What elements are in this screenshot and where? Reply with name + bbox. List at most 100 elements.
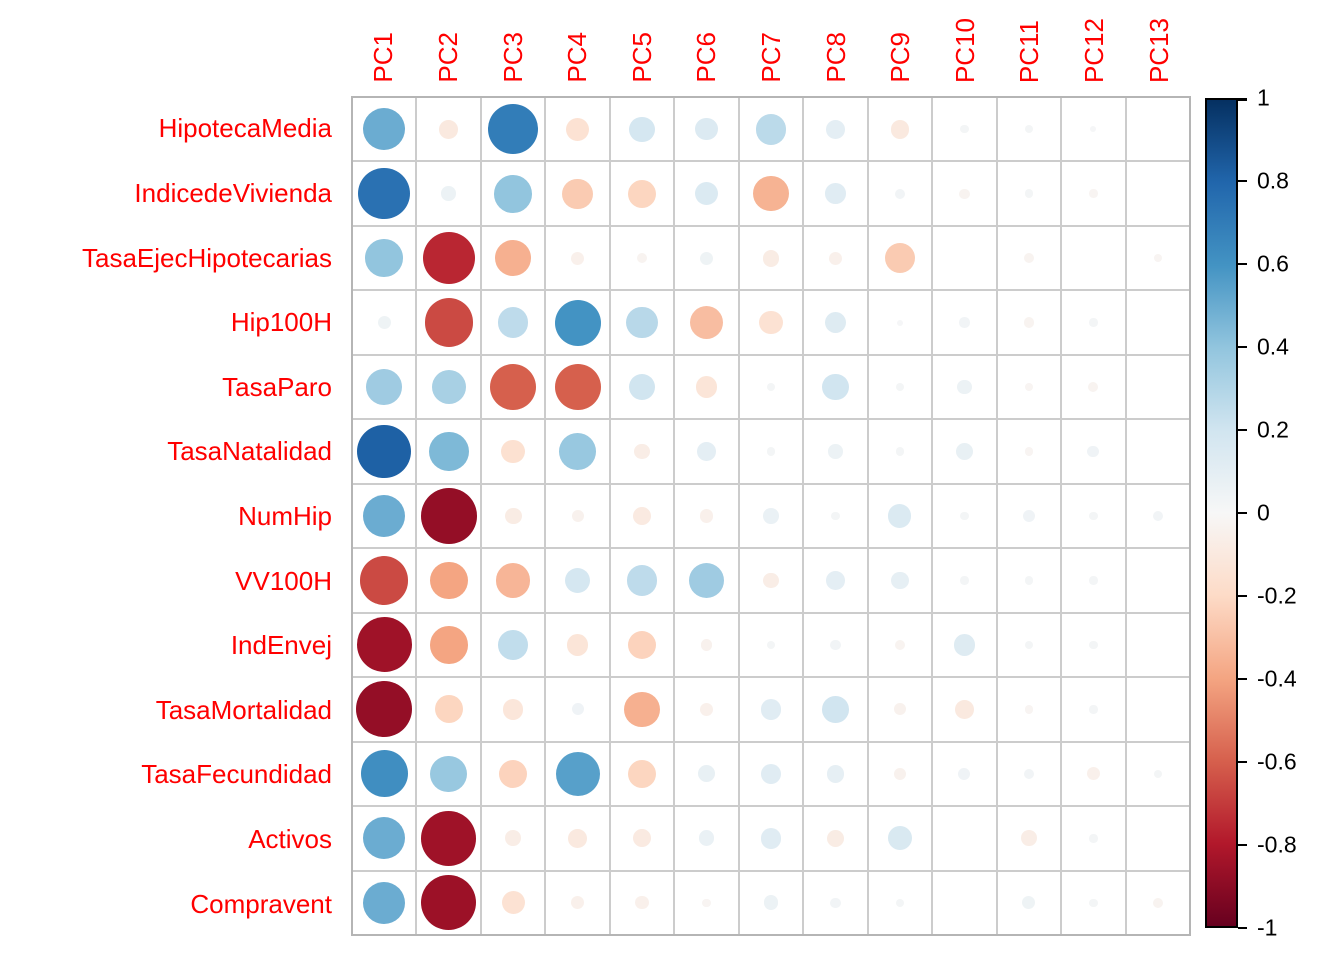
corr-cell-VV100H-PC9 [868, 549, 932, 612]
col-label-PC13: PC13 [1126, 0, 1191, 90]
corr-circle [366, 369, 403, 405]
row-label-NumHip: NumHip [238, 500, 332, 531]
corr-cell-TasaFecundidad-PC10 [933, 742, 996, 806]
corr-circle [1089, 576, 1098, 585]
col-label-PC1: PC1 [351, 0, 416, 90]
corr-circle [695, 118, 718, 141]
corr-cell-TasaFecundidad-PC6 [675, 742, 738, 806]
corr-cell-TasaNatalidad-PC13 [1126, 420, 1189, 483]
corr-cell-IndEnvej-PC7 [739, 613, 803, 677]
corr-cell-TasaMortalidad-PC11 [997, 678, 1061, 741]
corr-cell-TasaFecundidad-PC11 [997, 742, 1061, 806]
corr-circle [697, 442, 716, 461]
corr-cell-TasaFecundidad-PC4 [546, 742, 609, 806]
colorbar-tick-label: 0.4 [1257, 333, 1289, 360]
corr-cell-TasaMortalidad-PC6 [675, 678, 738, 741]
corr-cell-TasaParo-PC4 [546, 355, 609, 419]
corr-circle [559, 433, 596, 470]
colorbar-tick [1238, 511, 1247, 515]
corr-cell-HipotecaMedia-PC7 [739, 98, 803, 161]
corr-circle [698, 765, 715, 783]
corr-circle [1089, 640, 1098, 650]
corr-circle [1023, 768, 1034, 779]
corr-cell-TasaEjecHipotecarias-PC6 [675, 226, 738, 290]
corr-circle [689, 306, 724, 340]
col-label-text: PC3 [497, 32, 528, 83]
corr-circle [762, 249, 780, 267]
corr-cell-Hip100H-PC1 [353, 291, 416, 354]
corr-circle [501, 891, 525, 915]
col-label-PC5: PC5 [609, 0, 674, 90]
corr-circle [759, 311, 783, 335]
corr-cell-Activos-PC13 [1126, 807, 1189, 870]
corr-cell-TasaNatalidad-PC2 [417, 420, 480, 483]
corr-cell-TasaMortalidad-PC8 [804, 678, 867, 741]
corr-circle [1022, 510, 1035, 522]
corr-cell-IndEnvej-PC10 [933, 613, 996, 677]
corr-circle [888, 826, 912, 851]
corr-cell-IndicedeVivienda-PC10 [933, 162, 996, 225]
corr-cell-TasaMortalidad-PC7 [739, 678, 803, 741]
corr-cell-HipotecaMedia-PC13 [1126, 98, 1189, 161]
corr-cell-TasaParo-PC2 [417, 355, 480, 419]
col-label-PC10: PC10 [933, 0, 998, 90]
corr-circle [888, 504, 912, 528]
corr-circle [960, 576, 969, 585]
corr-circle [825, 183, 846, 204]
row-label-TasaEjecHipotecarias: TasaEjecHipotecarias [81, 242, 332, 273]
corr-circle [830, 897, 841, 908]
col-label-text: PC5 [626, 32, 657, 83]
corr-circle [360, 556, 409, 605]
corr-cell-Hip100H-PC2 [417, 291, 480, 354]
corr-circle [822, 696, 849, 723]
corr-circle [766, 382, 776, 392]
corr-cell-VV100H-PC8 [804, 549, 867, 612]
corr-circle [702, 898, 711, 907]
corr-circle [1024, 382, 1034, 392]
colorbar-gradient [1205, 98, 1238, 928]
corr-circle [896, 319, 903, 326]
row-label-IndicedeVivienda: IndicedeVivienda [134, 177, 332, 208]
corr-circle [628, 759, 657, 788]
corr-cell-NumHip-PC9 [868, 484, 932, 548]
corr-circle [566, 634, 589, 656]
corr-cell-Compravent-PC7 [739, 871, 803, 934]
corr-circle [363, 881, 406, 924]
corr-cell-IndEnvej-PC5 [610, 613, 674, 677]
corr-cell-TasaMortalidad-PC4 [546, 678, 609, 741]
corr-circle [363, 817, 406, 860]
corr-cell-IndicedeVivienda-PC9 [868, 162, 932, 225]
colorbar-tick-label: -0.4 [1257, 665, 1297, 692]
row-labels-axis: HipotecaMedia IndicedeVivienda TasaEjecHip… [0, 96, 341, 936]
corr-circle [1153, 769, 1162, 779]
corr-cell-Compravent-PC5 [610, 871, 674, 934]
corr-circle [421, 810, 477, 866]
col-label-text: PC10 [949, 17, 980, 83]
corr-cell-NumHip-PC12 [1062, 484, 1125, 548]
corr-circle [954, 699, 974, 719]
corr-circle [431, 369, 466, 405]
corr-circle [959, 188, 970, 199]
corr-cell-IndEnvej-PC6 [675, 613, 738, 677]
corr-circle [1152, 510, 1163, 522]
corr-cell-TasaParo-PC11 [997, 355, 1061, 419]
row-label-TasaMortalidad: TasaMortalidad [155, 694, 332, 725]
corr-circle [624, 691, 660, 728]
corr-cell-IndicedeVivienda-PC3 [481, 162, 545, 225]
corr-circle [497, 307, 529, 338]
corr-circle [434, 695, 463, 724]
corr-circle [763, 895, 779, 911]
corr-cell-NumHip-PC7 [739, 484, 803, 548]
corr-cell-TasaFecundidad-PC12 [1062, 742, 1125, 806]
corr-circle [699, 702, 714, 717]
corr-circle [428, 431, 469, 472]
corr-cell-Hip100H-PC13 [1126, 291, 1189, 354]
col-label-text: PC6 [691, 32, 722, 83]
corr-circle [365, 239, 404, 277]
corr-circle [1153, 253, 1162, 263]
corr-circle [356, 681, 413, 738]
corr-cell-TasaParo-PC7 [739, 355, 803, 419]
corr-cell-IndEnvej-PC4 [546, 613, 609, 677]
corr-circle [634, 443, 650, 460]
col-label-PC7: PC7 [739, 0, 804, 90]
